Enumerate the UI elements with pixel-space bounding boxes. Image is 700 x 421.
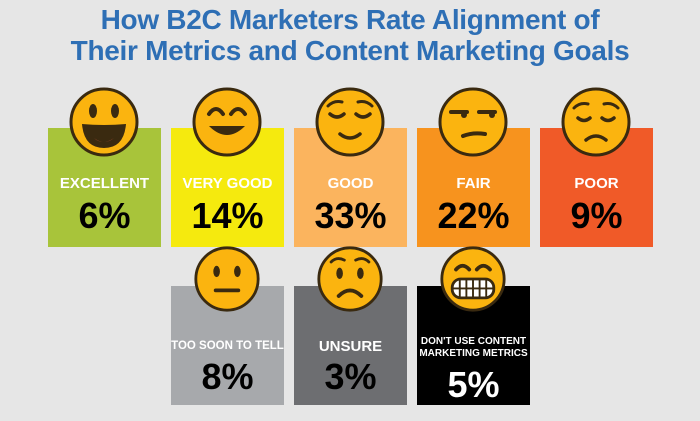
- card-value: 5%: [447, 364, 500, 405]
- card-label: UNSURE: [318, 338, 383, 355]
- title-line-2: Their Metrics and Content Marketing Goal…: [70, 35, 630, 66]
- neutral-face-icon: [193, 245, 261, 313]
- smiling-eyes-face-icon: [191, 86, 263, 158]
- card-label: EXCELLENT: [59, 175, 150, 192]
- card-label: GOOD: [327, 175, 374, 192]
- card-value: 6%: [78, 195, 131, 236]
- pensive-face-icon: [560, 86, 632, 158]
- card-label-line-2: MARKETING METRICS: [419, 348, 528, 359]
- card-value: 14%: [191, 195, 264, 236]
- chart-title: How B2C Marketers Rate Alignment of Thei…: [0, 4, 700, 66]
- card-value: 8%: [201, 356, 254, 397]
- grimacing-face-icon: [439, 245, 507, 313]
- relieved-face-icon: [314, 86, 386, 158]
- card-value: 9%: [570, 195, 623, 236]
- card-value: 3%: [324, 356, 377, 397]
- card-poor: POOR 9%: [540, 128, 653, 247]
- card-label: VERY GOOD: [182, 175, 273, 192]
- card-label: TOO SOON TO TELL: [171, 340, 284, 352]
- title-line-1: How B2C Marketers Rate Alignment of: [100, 4, 600, 35]
- card-label: FAIR: [456, 175, 491, 192]
- grinning-face-icon: [68, 86, 140, 158]
- card-label: POOR: [574, 175, 619, 192]
- card-value: 33%: [314, 195, 387, 236]
- card-value: 22%: [437, 195, 510, 236]
- card-dont-use-metrics: DON'T USE CONTENT MARKETING METRICS 5%: [417, 286, 530, 405]
- unamused-face-icon: [437, 86, 509, 158]
- card-label-line-1: DON'T USE CONTENT: [420, 336, 527, 347]
- worried-face-icon: [316, 245, 384, 313]
